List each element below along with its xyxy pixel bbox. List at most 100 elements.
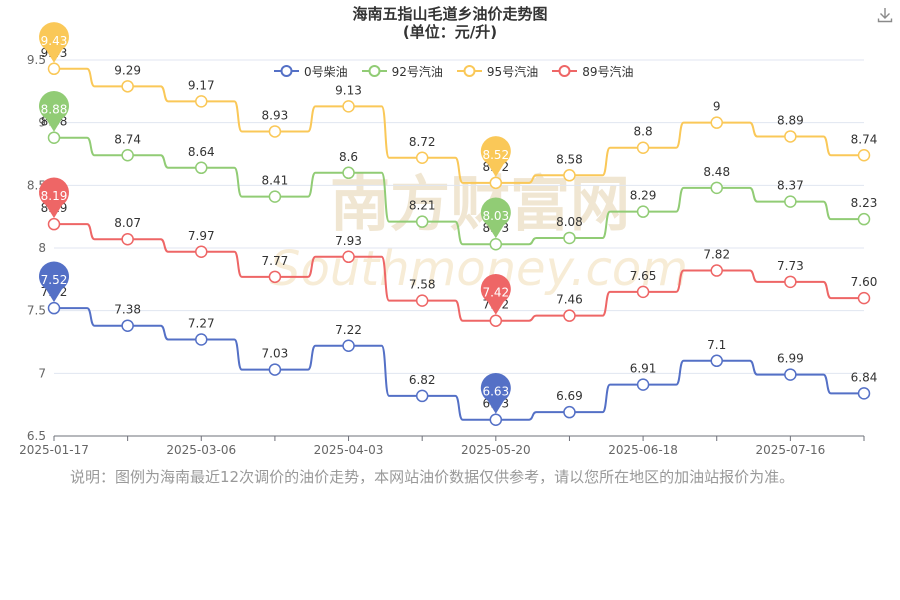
data-label: 7.65 [630, 269, 657, 283]
data-point [857, 149, 871, 162]
data-point [784, 195, 797, 208]
data-label: 8.58 [556, 152, 583, 166]
data-label: 7.93 [335, 234, 362, 248]
data-label: 8.93 [262, 108, 289, 122]
x-tick-label: 2025-01-17 [19, 443, 89, 457]
data-label: 7.82 [703, 248, 730, 262]
watermark-text-en: Southmoney.com [270, 241, 688, 297]
legend-line-icon [274, 65, 299, 77]
legend-line-icon [361, 65, 387, 77]
data-point [563, 405, 576, 419]
y-tick-label: 9.5 [27, 53, 46, 67]
data-label: 8.23 [851, 196, 878, 210]
data-point [195, 95, 208, 108]
legend-item[interactable]: 92号汽油 [361, 63, 443, 79]
x-tick-label: 2025-04-03 [314, 443, 384, 457]
min-pin: 6.63 [480, 373, 511, 414]
download-icon-glyph [877, 8, 893, 23]
legend-item[interactable]: 95号汽油 [456, 63, 539, 79]
data-label: 6.99 [777, 352, 804, 366]
data-point [710, 116, 723, 129]
data-label: 6.91 [630, 362, 657, 376]
data-label: 8.8 [634, 125, 653, 139]
data-label: 7.27 [188, 316, 215, 330]
data-label: 8.21 [409, 199, 436, 213]
chart-legend: 0号柴油 92号汽油 95号汽油 89号汽油 [274, 63, 633, 79]
data-label: 9.17 [188, 78, 215, 92]
data-point [195, 245, 208, 259]
data-label: 7.77 [262, 254, 289, 268]
data-point [121, 149, 134, 162]
data-label: 8.48 [703, 165, 730, 179]
min-pin-label: 6.63 [482, 385, 509, 399]
min-pin: 8.03 [480, 197, 511, 239]
data-point [415, 294, 429, 307]
series-line [54, 223, 864, 322]
data-point [563, 309, 576, 322]
legend-item[interactable]: 89号汽油 [552, 63, 633, 79]
data-label: 8.72 [409, 135, 436, 149]
min-pin-shape [480, 136, 511, 177]
data-point [489, 176, 503, 190]
chart-title-main: 海南五指山毛道乡油价走势图 [352, 5, 548, 23]
chart-note: 说明：图例为海南最近12次调价的油价走势，本网站油价数据仅供参考，请以您所在地区… [70, 468, 795, 486]
y-tick-label: 7 [38, 366, 46, 380]
data-point [342, 100, 355, 113]
data-point [784, 368, 797, 381]
download-icon[interactable] [876, 6, 894, 24]
legend-line-icon [456, 65, 482, 77]
max-pin: 7.52 [39, 261, 70, 303]
data-point [857, 212, 871, 226]
data-label: 8.74 [851, 132, 878, 146]
y-tick-label: 9 [38, 116, 46, 130]
data-point [710, 264, 723, 277]
legend-label: 92号汽油 [391, 64, 443, 79]
data-label: 7.46 [556, 293, 583, 307]
data-label: 7.97 [188, 229, 215, 243]
data-label: 7.1 [707, 338, 726, 352]
data-point [195, 333, 208, 346]
data-point [47, 217, 61, 231]
data-label: 9.29 [114, 63, 141, 77]
data-point [857, 291, 871, 305]
data-label: 8.29 [630, 189, 657, 203]
data-point [268, 270, 282, 284]
data-point [857, 387, 871, 400]
data-label: 9 [713, 100, 721, 114]
data-label: 8.37 [777, 179, 804, 193]
data-point [342, 339, 355, 353]
min-pin-label: 7.42 [482, 286, 509, 300]
data-label: 8.07 [114, 216, 141, 230]
data-label: 7.38 [114, 303, 141, 317]
legend-label: 95号汽油 [486, 64, 539, 79]
data-point [784, 275, 797, 289]
y-tick-label: 7.5 [27, 304, 46, 318]
data-point [636, 205, 650, 218]
series-2: 9.439.299.178.939.138.728.528.588.898.89… [41, 46, 878, 190]
data-label: 7.58 [409, 278, 436, 292]
min-pin: 8.52 [480, 136, 511, 177]
series-line [54, 136, 864, 246]
legend-label: 89号汽油 [582, 64, 634, 79]
max-pin-label: 7.52 [41, 273, 68, 287]
data-label: 6.82 [409, 373, 436, 387]
watermark-text-cn: 南方财富网 [330, 170, 630, 240]
data-point [710, 181, 723, 195]
data-point [489, 314, 503, 327]
x-tick-label: 2025-05-20 [461, 443, 531, 457]
data-point [268, 125, 282, 138]
data-label: 6.69 [556, 389, 583, 403]
x-tick-label: 2025-06-18 [608, 443, 678, 457]
legend-item[interactable]: 0号柴油 [274, 63, 348, 79]
max-pin: 8.19 [39, 177, 70, 219]
data-label: 8.08 [556, 215, 583, 229]
data-point [415, 151, 429, 165]
data-point [121, 232, 134, 246]
data-point [489, 413, 503, 426]
data-point [47, 131, 61, 144]
data-point [563, 169, 576, 182]
max-pin-label: 8.88 [41, 103, 68, 117]
x-tick-label: 2025-03-06 [166, 443, 236, 457]
data-point [121, 80, 134, 93]
data-label: 6.84 [851, 370, 878, 384]
